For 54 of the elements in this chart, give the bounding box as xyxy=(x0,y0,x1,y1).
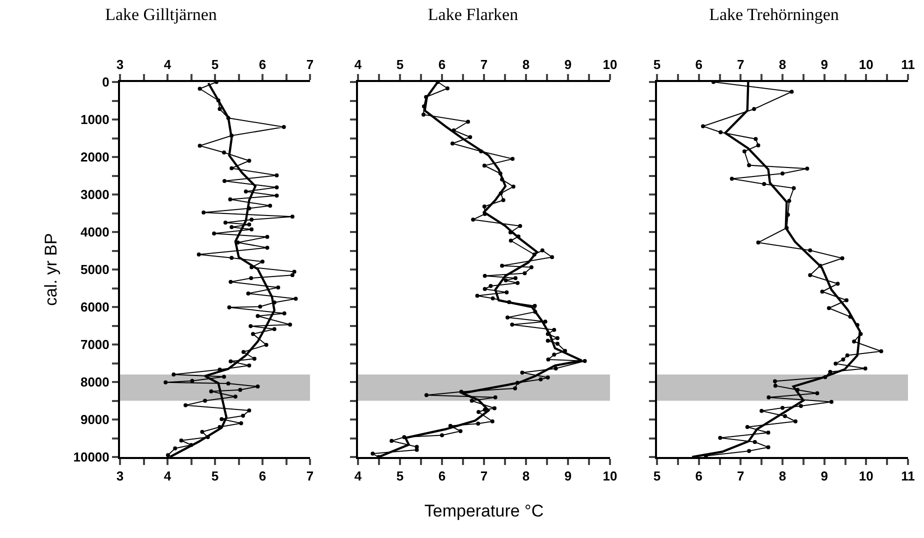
x-tick-label: 9 xyxy=(820,56,828,72)
y-tick-label: 5000 xyxy=(80,262,110,278)
x2-tick-label: 5 xyxy=(396,468,404,484)
x2-tick-label: 4 xyxy=(164,468,172,484)
x-tick-label: 8 xyxy=(522,56,530,72)
x-tick-label: 7 xyxy=(737,56,744,72)
y-tick-label: 9000 xyxy=(80,412,110,428)
y-tick-label: 6000 xyxy=(80,300,110,315)
x-tick-label: 6 xyxy=(258,56,266,72)
x2-tick-label: 9 xyxy=(564,468,572,484)
x-tick-label: 7 xyxy=(480,56,488,72)
chart-title: Lake Gilltjärnen xyxy=(105,4,218,24)
x-tick-label: 7 xyxy=(306,56,314,72)
x2-tick-label: 6 xyxy=(258,468,266,484)
x-tick-label: 8 xyxy=(778,56,786,72)
x-tick-label: 5 xyxy=(653,56,661,72)
y-tick-label: 1000 xyxy=(80,112,110,128)
x2-tick-label: 7 xyxy=(480,468,488,484)
x2-tick-label: 9 xyxy=(820,468,828,484)
x-tick-label: 4 xyxy=(164,56,172,72)
y-tick-label: 7000 xyxy=(80,337,110,352)
x2-tick-label: 7 xyxy=(306,468,314,484)
x2-tick-label: 6 xyxy=(438,468,446,484)
x2-tick-label: 10 xyxy=(858,468,874,484)
y-axis-title: cal. yr BP xyxy=(41,233,60,306)
x2-tick-label: 7 xyxy=(737,468,744,484)
y-tick-label: 2000 xyxy=(80,150,110,165)
y-tick-label: 4000 xyxy=(80,224,110,240)
y-tick-label: 10000 xyxy=(73,450,110,465)
x2-tick-label: 10 xyxy=(602,468,618,484)
x-tick-label: 3 xyxy=(116,56,124,72)
chart-title: Lake Trehörningen xyxy=(709,4,840,24)
x-tick-label: 5 xyxy=(211,56,219,72)
x-tick-label: 10 xyxy=(602,56,618,72)
x2-tick-label: 5 xyxy=(211,468,219,484)
x-tick-label: 5 xyxy=(396,56,404,72)
x-tick-label: 6 xyxy=(695,56,702,72)
y-tick-label: 0 xyxy=(102,74,110,90)
y-tick-label: 8000 xyxy=(80,374,110,390)
x2-tick-label: 11 xyxy=(901,468,915,484)
x-tick-label: 10 xyxy=(858,56,874,72)
x2-tick-label: 5 xyxy=(653,468,661,484)
x2-tick-label: 8 xyxy=(522,468,530,484)
chart-title: Lake Flarken xyxy=(428,4,519,24)
x2-tick-label: 4 xyxy=(354,468,362,484)
x-tick-label: 4 xyxy=(354,56,362,72)
y-tick-label: 3000 xyxy=(80,187,110,202)
x-tick-label: 11 xyxy=(901,56,915,72)
x-tick-label: 9 xyxy=(564,56,572,72)
x2-tick-label: 6 xyxy=(695,468,702,484)
x2-tick-label: 8 xyxy=(778,468,786,484)
x2-tick-label: 3 xyxy=(116,468,124,484)
x-axis-title: Temperature °C xyxy=(424,502,544,520)
x-tick-label: 6 xyxy=(438,56,446,72)
